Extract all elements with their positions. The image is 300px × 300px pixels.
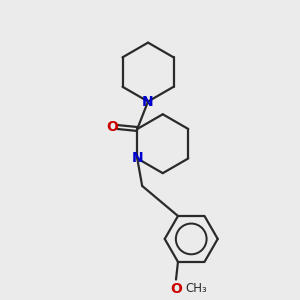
Text: CH₃: CH₃ bbox=[186, 281, 208, 295]
Text: N: N bbox=[142, 94, 154, 109]
Text: N: N bbox=[131, 152, 143, 165]
Text: O: O bbox=[106, 120, 118, 134]
Text: O: O bbox=[170, 281, 182, 296]
